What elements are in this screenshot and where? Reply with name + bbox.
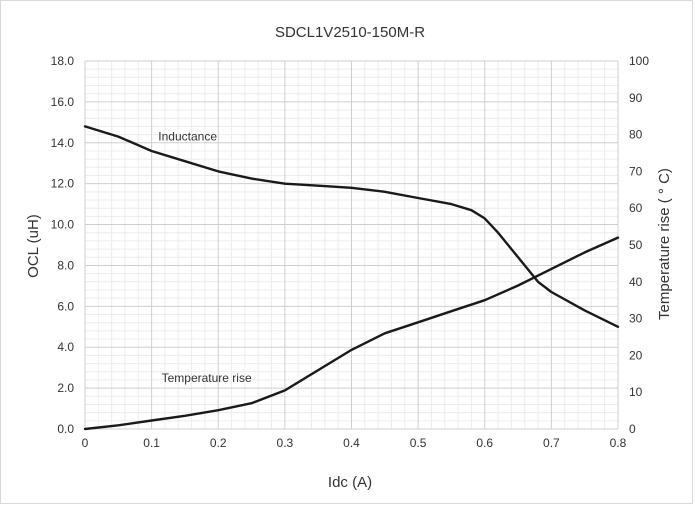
x-tick-label: 0.7 <box>543 436 560 450</box>
x-tick-label: 0.5 <box>410 436 427 450</box>
y2-tick-label: 50 <box>629 238 643 252</box>
chart-title: SDCL1V2510-150M-R <box>275 24 425 41</box>
series-line-temperature-rise <box>83 236 620 431</box>
y2-axis-label: Temperature rise ( ° C) <box>656 168 673 320</box>
y-tick-label: 2.0 <box>57 381 74 395</box>
y-tick-label: 10.0 <box>51 218 75 232</box>
y2-tick-label: 60 <box>629 201 643 215</box>
y2-tick-label: 70 <box>629 164 643 178</box>
y-tick-label: 0.0 <box>57 422 74 436</box>
x-axis-label: Idc (A) <box>328 474 372 491</box>
x-tick-label: 0 <box>82 436 89 450</box>
x-tick-label: 0.8 <box>610 436 627 450</box>
y2-tick-label: 80 <box>629 128 643 142</box>
y-tick-label: 8.0 <box>57 258 74 272</box>
major-gridlines <box>84 60 619 430</box>
y-axis-label: OCL (uH) <box>25 214 42 278</box>
x-tick-label: 0.6 <box>476 436 493 450</box>
y2-tick-label: 10 <box>629 385 643 399</box>
annotations: Inductance Temperature rise <box>158 130 252 385</box>
y2-tick-label: 100 <box>629 54 649 68</box>
y2-tick-label: 90 <box>629 91 643 105</box>
y2-tick-label: 30 <box>629 312 643 326</box>
y2-tick-label: 0 <box>629 422 636 436</box>
y-tick-label: 14.0 <box>51 136 75 150</box>
annotation-label: Inductance <box>158 130 217 144</box>
y-tick-label: 6.0 <box>57 299 74 313</box>
y2-tick-label: 20 <box>629 348 643 362</box>
x-tick-label: 0.4 <box>343 436 360 450</box>
minor-gridlines <box>85 61 618 429</box>
y-tick-label: 16.0 <box>51 95 75 109</box>
y-tick-label: 4.0 <box>57 340 74 354</box>
series-layer <box>83 125 620 431</box>
x-tick-label: 0.2 <box>210 436 227 450</box>
y-tick-label: 12.0 <box>51 177 75 191</box>
annotation-label: Temperature rise <box>162 371 252 385</box>
y-tick-label: 18.0 <box>51 54 75 68</box>
x-tick-label: 0.1 <box>143 436 160 450</box>
x-tick-label: 0.3 <box>277 436 294 450</box>
y2-tick-label: 40 <box>629 275 643 289</box>
tick-labels: 0 0.1 0.2 0.3 0.4 0.5 0.6 0.7 0.8 0.0 2.0 4.0 6.0 8.0… <box>51 54 650 450</box>
